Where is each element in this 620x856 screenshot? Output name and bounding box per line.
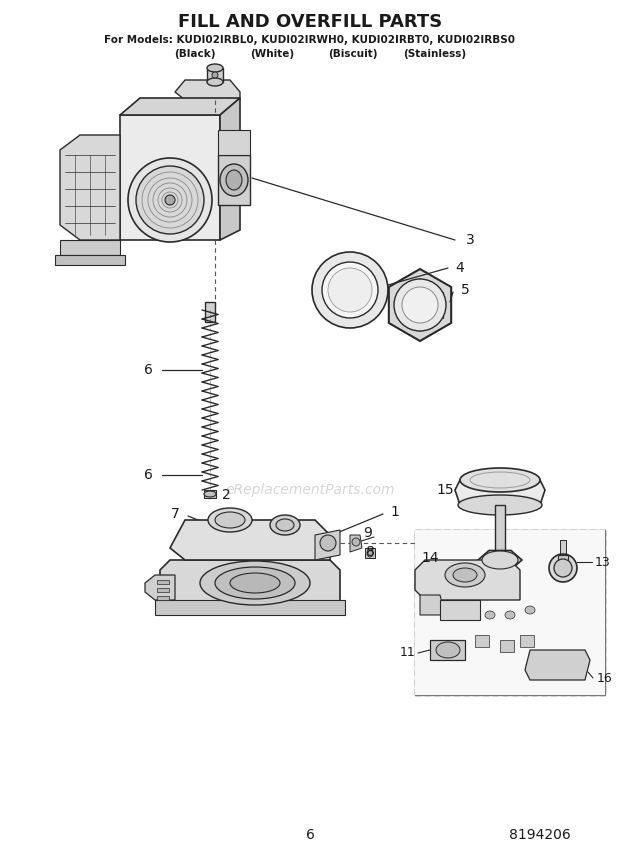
Ellipse shape [458,495,542,515]
Polygon shape [218,155,250,205]
Ellipse shape [394,279,446,331]
Ellipse shape [276,519,294,531]
Polygon shape [350,535,362,552]
Polygon shape [160,560,340,605]
Polygon shape [430,640,465,660]
Ellipse shape [525,606,535,614]
Polygon shape [120,98,240,115]
Bar [157,588,169,592]
Polygon shape [218,130,250,155]
Polygon shape [60,240,120,255]
Ellipse shape [328,268,372,312]
Text: 6: 6 [306,828,314,842]
Bar [157,596,169,600]
Ellipse shape [312,252,388,328]
Ellipse shape [322,262,378,318]
Text: FILL AND OVERFILL PARTS: FILL AND OVERFILL PARTS [178,13,442,31]
Polygon shape [60,135,120,240]
Polygon shape [220,98,240,240]
Text: For Models: KUDI02IRBL0, KUDI02IRWH0, KUDI02IRBT0, KUDI02IRBS0: For Models: KUDI02IRBL0, KUDI02IRWH0, KU… [105,35,515,45]
Ellipse shape [165,195,175,205]
Ellipse shape [230,573,280,593]
Polygon shape [420,595,445,615]
Polygon shape [145,575,175,600]
Polygon shape [155,600,345,615]
Ellipse shape [226,170,242,190]
Polygon shape [478,550,522,569]
Ellipse shape [554,559,572,577]
Ellipse shape [485,611,495,619]
Ellipse shape [436,642,460,658]
Text: 6: 6 [144,363,153,377]
Bar [207,68,223,82]
Ellipse shape [445,563,485,587]
Bar [495,505,505,560]
Text: (Stainless): (Stainless) [404,49,467,59]
Ellipse shape [136,166,204,234]
Ellipse shape [208,508,252,532]
Bar [415,530,605,695]
Polygon shape [475,635,489,647]
Polygon shape [520,635,534,647]
Text: 13: 13 [595,556,611,568]
Ellipse shape [215,512,245,528]
Polygon shape [415,560,520,600]
Polygon shape [170,520,330,560]
Text: 11: 11 [399,646,415,659]
Polygon shape [120,115,220,240]
Polygon shape [389,269,451,341]
Text: 5: 5 [461,283,469,297]
Polygon shape [175,80,240,100]
Text: 1: 1 [391,505,399,519]
Polygon shape [500,640,514,652]
Text: 9: 9 [363,526,373,540]
Ellipse shape [270,515,300,535]
Text: 15: 15 [436,483,454,497]
Ellipse shape [215,567,295,599]
Ellipse shape [402,287,438,323]
Text: 14: 14 [421,551,439,565]
Polygon shape [315,530,340,560]
Ellipse shape [460,468,540,492]
Text: 3: 3 [466,233,474,247]
Bar [560,540,566,555]
Polygon shape [440,600,480,620]
Ellipse shape [204,491,216,497]
Text: 16: 16 [597,671,613,685]
Ellipse shape [482,551,518,569]
Ellipse shape [200,561,310,605]
Bar [415,530,605,695]
Ellipse shape [352,538,360,546]
Polygon shape [55,255,125,265]
Bar [205,302,215,322]
Ellipse shape [367,549,373,557]
Text: 6: 6 [144,468,153,482]
Ellipse shape [549,554,577,582]
Text: 8194206: 8194206 [509,828,571,842]
Polygon shape [365,548,375,558]
Text: (Biscuit): (Biscuit) [328,49,378,59]
Ellipse shape [220,164,248,196]
Text: (Black): (Black) [174,49,216,59]
Text: 2: 2 [221,488,231,502]
Polygon shape [525,650,590,680]
Ellipse shape [320,535,336,551]
Text: 4: 4 [456,261,464,275]
Text: 7: 7 [170,507,179,521]
Text: 8: 8 [366,545,374,559]
Polygon shape [455,480,545,505]
Bar [204,490,216,498]
Bar [558,555,568,568]
Ellipse shape [207,64,223,72]
Bar [157,580,169,584]
Ellipse shape [128,158,212,242]
Ellipse shape [505,611,515,619]
Text: (White): (White) [250,49,294,59]
Ellipse shape [453,568,477,582]
Ellipse shape [212,72,218,78]
Ellipse shape [207,78,223,86]
Text: eReplacementParts.com: eReplacementParts.com [225,483,395,497]
